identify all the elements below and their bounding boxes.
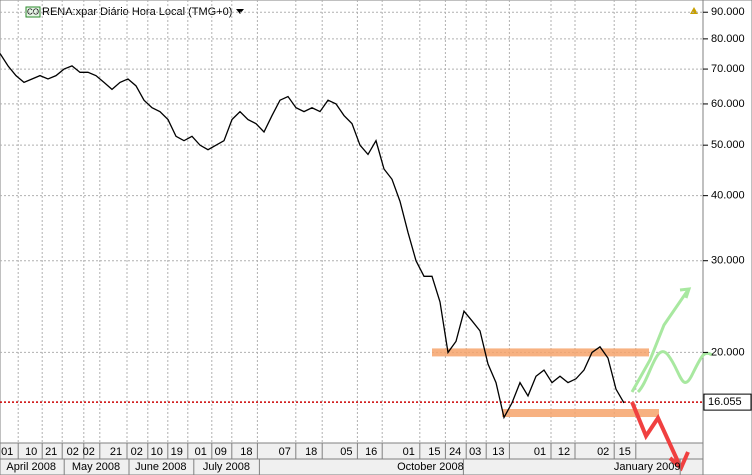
wave-arrow (636, 350, 713, 394)
x-tick-label: 18 (240, 446, 252, 458)
x-tick-label: 01 (1, 446, 13, 458)
y-tick-label: 40.000 (711, 190, 745, 202)
month-label: January 2009 (614, 461, 681, 473)
x-tick-label: 07 (279, 446, 291, 458)
last-price-box (703, 393, 752, 411)
price-band (502, 409, 659, 418)
x-tick-label: 02 (131, 446, 143, 458)
bear-arrow (630, 401, 682, 467)
x-tick-label: 01 (534, 446, 546, 458)
bull-arrow (630, 289, 690, 393)
x-tick-label: 02 (597, 446, 609, 458)
y-tick-label: 60.000 (711, 98, 745, 110)
y-tick-label: 30.000 (711, 255, 745, 267)
y-tick-label: 80.000 (711, 33, 745, 45)
dropdown-arrow[interactable] (236, 9, 244, 14)
y-tick-label: 90.000 (711, 6, 745, 18)
x-tick-label: 21 (110, 446, 122, 458)
x-tick-label: 09 (215, 446, 227, 458)
month-label: October 2008 (397, 461, 464, 473)
x-tick-label: 03 (469, 446, 481, 458)
x-tick-label: 02 (67, 446, 79, 458)
x-tick-label: 24 (449, 446, 461, 458)
x-tick-label: 10 (25, 446, 37, 458)
last-price-label: 16.055 (708, 396, 742, 408)
bull-arrow-head (679, 287, 692, 299)
month-label: July 2008 (203, 461, 250, 473)
y-tick-label: 70.000 (711, 63, 745, 75)
x-tick-label: 15 (428, 446, 440, 458)
month-label: June 2008 (135, 461, 186, 473)
x-tick-label: 05 (340, 446, 352, 458)
y-tick-label: 20.000 (711, 346, 745, 358)
x-tick-label: 10 (151, 446, 163, 458)
month-label: April 2008 (6, 461, 56, 473)
bear-arrow-head (668, 451, 690, 472)
x-tick-label: 12 (558, 446, 570, 458)
x-tick-label: 18 (305, 446, 317, 458)
price-line (0, 53, 625, 420)
x-tick-label: 02 (83, 446, 95, 458)
price-band (432, 348, 649, 357)
x-tick-label: 15 (619, 446, 631, 458)
x-tick-label: 01 (403, 446, 415, 458)
month-label: May 2008 (72, 461, 120, 473)
x-tick-label: 21 (45, 446, 57, 458)
x-tick-label: 19 (171, 446, 183, 458)
x-tick-label: 13 (492, 446, 504, 458)
y-tick-label: 50.000 (711, 139, 745, 151)
x-tick-label: 16 (365, 446, 377, 458)
x-tick-label: 01 (195, 446, 207, 458)
